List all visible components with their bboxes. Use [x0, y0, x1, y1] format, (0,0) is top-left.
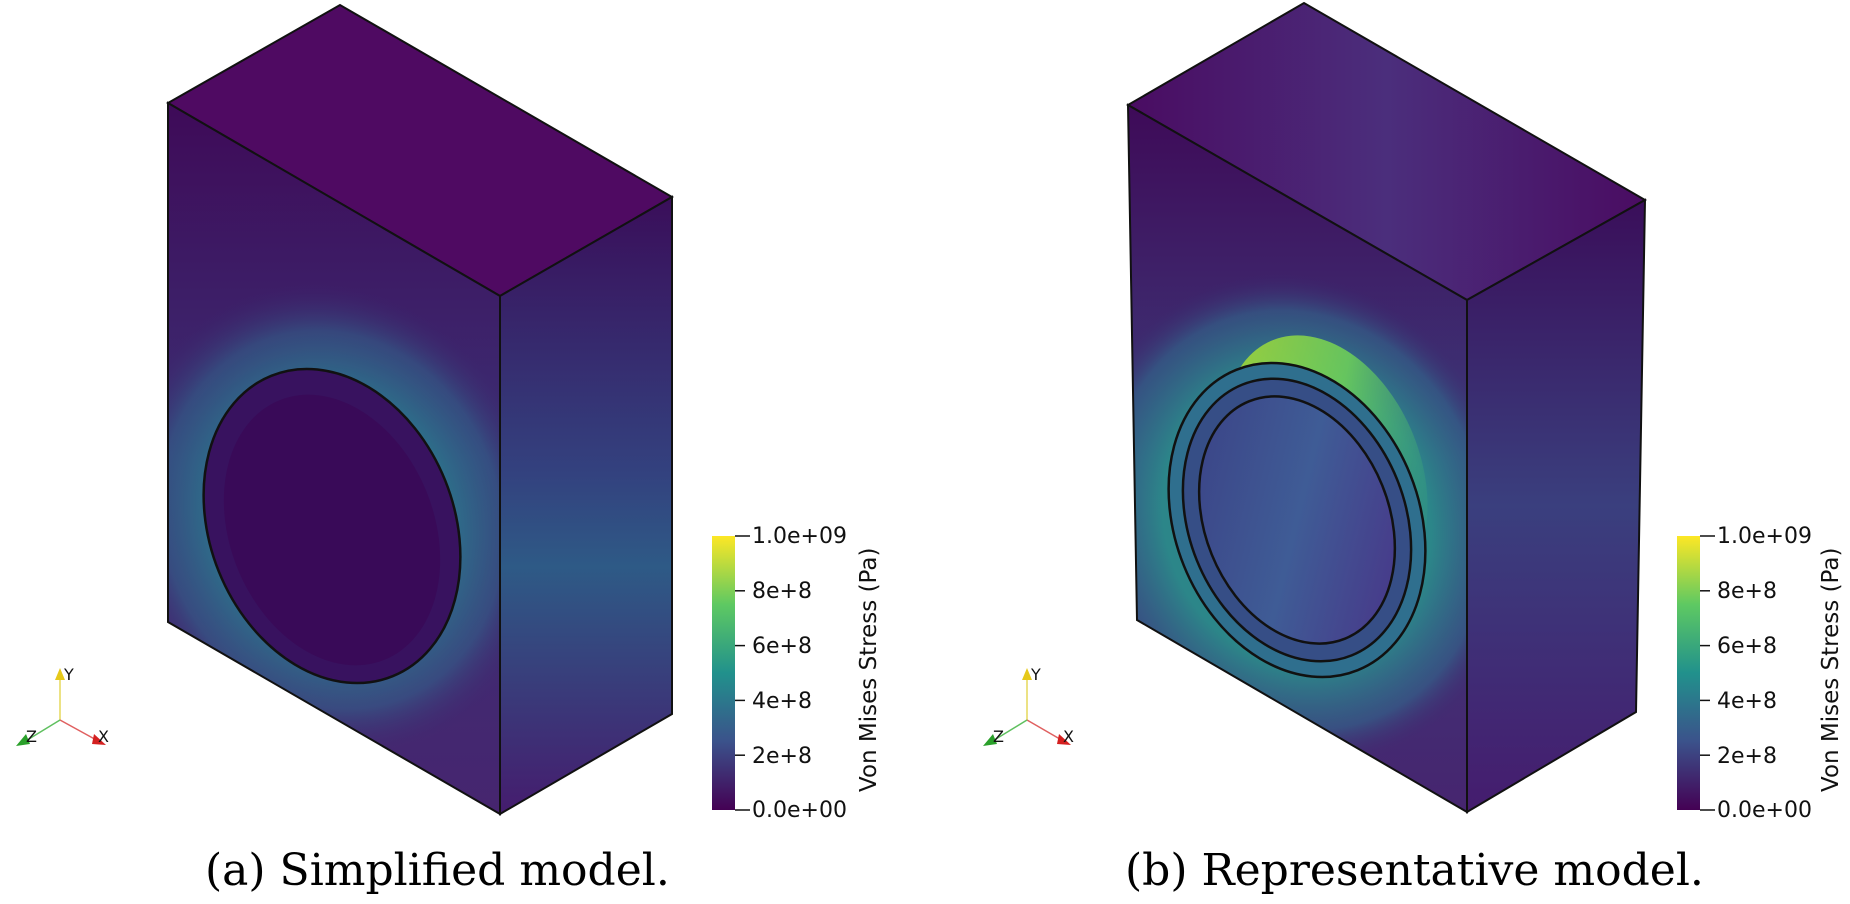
colorbar-gradient	[1677, 536, 1700, 810]
colorbar-tick-4e8: 4e+8	[1717, 689, 1777, 714]
panel-simplified-model: Y X Z 1.0e+09 8e+8 6e+8 4e+8 2e+8	[16, 3, 882, 896]
simplified-model-render: Y X Z 1.0e+09 8e+8 6e+8 4e+8 2e+8	[16, 3, 882, 823]
y-axis-label: Y	[1030, 665, 1041, 684]
colorbar-tick-6e8: 6e+8	[1717, 634, 1777, 659]
y-axis-label: Y	[63, 665, 74, 684]
colorbar-tick-min: 0.0e+00	[1717, 798, 1812, 823]
z-axis-arrow-icon	[16, 734, 30, 746]
inner-cutout	[1197, 395, 1397, 645]
y-axis-arrow-icon	[55, 668, 65, 680]
representative-model-render: Y X Z 1.0e+09 8e+8 6e+8 4e+8 2e+8 0.0e	[983, 1, 1844, 823]
colorbar-tick-8e8: 8e+8	[752, 579, 812, 604]
axes-triad: Y X Z	[16, 665, 109, 746]
colorbar-title: Von Mises Stress (Pa)	[1818, 548, 1844, 792]
colorbar-tick-2e8: 2e+8	[1717, 744, 1777, 769]
colorbar: 1.0e+09 8e+8 6e+8 4e+8 2e+8 0.0e+00 Von …	[712, 524, 882, 823]
block-side-face	[1466, 198, 1647, 814]
z-axis-arrow-icon	[983, 734, 997, 746]
colorbar-tick-8e8: 8e+8	[1717, 579, 1777, 604]
axes-triad: Y X Z	[983, 665, 1074, 746]
x-axis-arrow-icon	[92, 734, 106, 745]
z-axis-label: Z	[993, 727, 1004, 746]
colorbar: 1.0e+09 8e+8 6e+8 4e+8 2e+8 0.0e+00 Von …	[1677, 524, 1844, 823]
panel-representative-model: Y X Z 1.0e+09 8e+8 6e+8 4e+8 2e+8 0.0e	[925, 0, 1850, 904]
y-axis-arrow-icon	[1022, 668, 1032, 680]
colorbar-title: Von Mises Stress (Pa)	[856, 548, 882, 792]
x-axis-label: X	[1063, 727, 1074, 746]
colorbar-tick-2e8: 2e+8	[752, 744, 812, 769]
x-axis-arrow-icon	[1057, 734, 1071, 745]
colorbar-tick-max: 1.0e+09	[752, 524, 847, 549]
colorbar-tick-6e8: 6e+8	[752, 634, 812, 659]
x-axis-label: X	[98, 727, 109, 746]
colorbar-tick-min: 0.0e+00	[752, 798, 847, 823]
colorbar-tick-max: 1.0e+09	[1717, 524, 1812, 549]
z-axis-label: Z	[26, 727, 37, 746]
figure-caption: (b) Representative model.	[1125, 845, 1704, 896]
colorbar-tick-4e8: 4e+8	[752, 689, 812, 714]
colorbar-gradient	[712, 536, 735, 810]
figure-caption: (a) Simplified model.	[205, 845, 670, 896]
block-side-face	[499, 195, 673, 816]
